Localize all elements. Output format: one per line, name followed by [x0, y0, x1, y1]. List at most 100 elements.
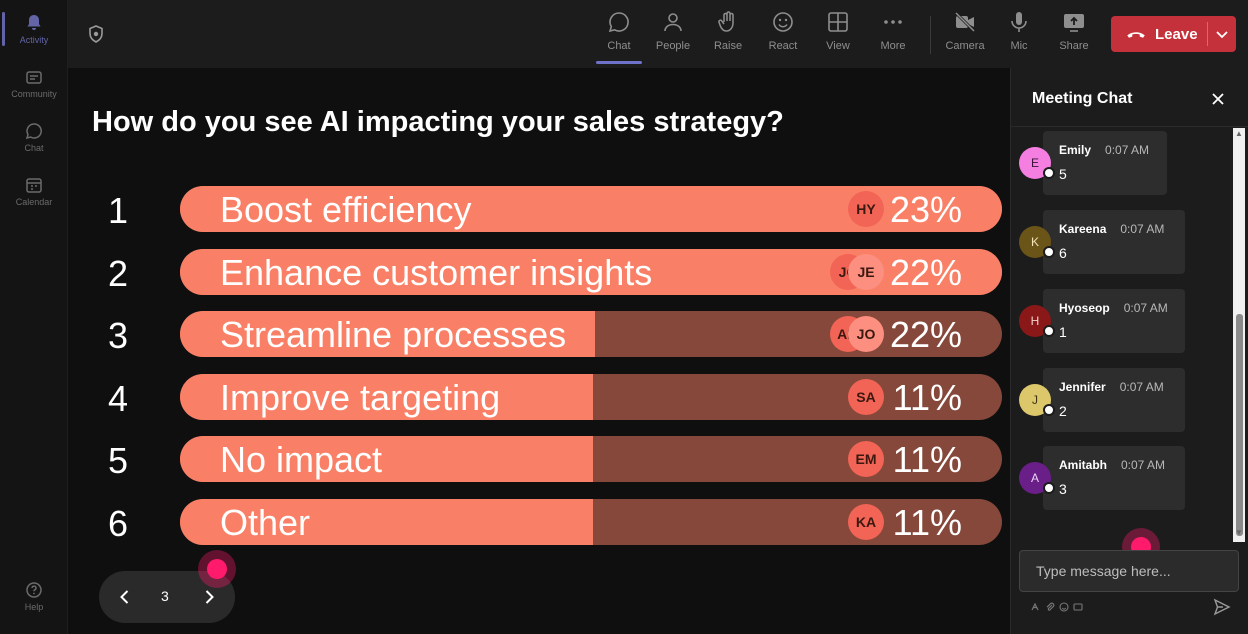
option-bar[interactable]: Improve targeting SA 11% [180, 373, 1002, 420]
chat-message[interactable]: Amitabh 0:07 AM 3 A [1019, 446, 1229, 510]
option-label: Enhance customer insights [220, 251, 653, 293]
poll-option-row[interactable]: 1 Boost efficiency HY 23% [68, 186, 1010, 234]
scroll-down-icon[interactable]: ▼ [1235, 528, 1243, 537]
page-number: 3 [161, 588, 169, 604]
rail-help[interactable]: Help [0, 573, 68, 619]
chat-message[interactable]: Hyoseop 0:07 AM 1 H [1019, 289, 1229, 353]
meeting-toolbar: Chat People Raise React View More Camera… [68, 0, 1248, 68]
option-bar[interactable]: No impact EM 11% [180, 436, 1002, 482]
chat-message[interactable]: Jennifer 0:07 AM 2 J [1019, 368, 1229, 432]
option-percent: 22% [889, 251, 962, 293]
rail-label: Community [11, 89, 57, 99]
message-text: 6 [1059, 245, 1067, 261]
message-bubble: Jennifer 0:07 AM 2 [1043, 368, 1185, 432]
format-icon[interactable] [1031, 602, 1041, 612]
voter-avatar: SA [848, 378, 884, 415]
left-rail: Activity Community Chat Calendar Help [0, 0, 68, 634]
rail-community[interactable]: Community [0, 60, 68, 106]
view-button[interactable]: View [813, 10, 863, 58]
chat-button[interactable]: Chat [594, 10, 644, 64]
chevron-right-icon[interactable] [199, 587, 219, 607]
poll-option-row[interactable]: 5 No impact EM 11% [68, 436, 1010, 484]
hang-up-icon [1127, 32, 1145, 38]
meeting-chat-panel: Meeting Chat Emily 0:07 AM 5 E Kareena 0:07 A… [1010, 68, 1248, 634]
option-number: 3 [108, 315, 129, 356]
option-bar[interactable]: Streamline processesAMJO22% [180, 311, 1002, 357]
option-percent: 11% [892, 501, 962, 543]
chevron-down-icon[interactable] [1214, 26, 1230, 42]
option-label: Streamline processes [220, 314, 567, 355]
message-text: 5 [1059, 166, 1067, 182]
voter-avatar: EM [848, 441, 884, 477]
camera-off-icon [954, 11, 976, 33]
scroll-up-icon[interactable]: ▲ [1235, 129, 1243, 138]
poll-option-row[interactable]: 4 Improve targeting SA 11% [68, 373, 1010, 422]
poll-option-row[interactable]: 6 Other KA 11% [68, 498, 1010, 547]
camera-button[interactable]: Camera [940, 10, 990, 58]
more-button[interactable]: More [868, 10, 918, 58]
poll-stage: How do you see AI impacting your sales s… [68, 68, 1010, 634]
message-bubble: Hyoseop 0:07 AM 1 [1043, 289, 1185, 353]
option-bar[interactable]: Enhance customer insightsJOJE22% [180, 248, 1002, 295]
presence-status-icon [1043, 167, 1055, 179]
chat-bubble-icon [608, 12, 629, 33]
poll-option-row[interactable]: 2 Enhance customer insightsJOJE22% [68, 248, 1010, 297]
emoji-icon[interactable] [1059, 602, 1069, 612]
leave-divider [1207, 22, 1208, 46]
slide-pager: 3 [99, 571, 235, 623]
sender-name: Emily [1059, 143, 1092, 157]
presence-status-icon [1043, 404, 1055, 416]
avatar[interactable]: H [1019, 305, 1051, 337]
presence-status-icon [1043, 246, 1055, 258]
chevron-left-icon[interactable] [115, 587, 135, 607]
raise-hand-button[interactable]: Raise [703, 10, 753, 58]
message-bubble: Kareena 0:07 AM 6 [1043, 210, 1185, 274]
rail-label: Help [24, 602, 44, 612]
react-button[interactable]: React [758, 10, 808, 58]
chat-message[interactable]: Emily 0:07 AM 5 E [1019, 131, 1229, 195]
sender-name: Kareena [1059, 222, 1107, 236]
grid-view-icon [828, 12, 848, 32]
message-header: Amitabh 0:07 AM [1059, 456, 1169, 474]
message-text: 2 [1059, 403, 1067, 419]
message-time: 0:07 AM [1123, 301, 1168, 315]
option-bar-fill [180, 498, 593, 545]
option-bar[interactable]: Boost efficiency HY 23% [180, 186, 1002, 232]
attach-icon[interactable] [1045, 602, 1055, 612]
presence-status-icon [1043, 482, 1055, 494]
rail-label: Activity [19, 35, 49, 45]
more-dots-icon [884, 20, 902, 24]
option-number: 4 [108, 377, 129, 419]
share-button-label: Share [1059, 40, 1089, 52]
react-button-label: React [768, 40, 798, 52]
sender-name: Jennifer [1059, 380, 1106, 394]
poll-option-row[interactable]: 3 Streamline processesAMJO22% [68, 311, 1010, 359]
leave-button[interactable]: Leave [1111, 16, 1236, 52]
voter-avatar: KA [848, 503, 884, 540]
people-button[interactable]: People [648, 10, 698, 58]
share-screen-icon [1064, 14, 1084, 32]
gif-icon[interactable] [1073, 602, 1083, 612]
option-label: Other [220, 501, 311, 543]
message-header: Hyoseop 0:07 AM [1059, 299, 1169, 317]
bell-icon [27, 15, 41, 30]
send-icon[interactable] [1213, 598, 1231, 616]
chat-message[interactable]: Kareena 0:07 AM 6 K [1019, 210, 1229, 274]
rail-activity[interactable]: Activity [0, 6, 68, 52]
share-button[interactable]: Share [1049, 10, 1099, 58]
shield-icon[interactable] [86, 24, 106, 44]
rail-calendar[interactable]: Calendar [0, 168, 68, 214]
option-bar-fill [180, 373, 593, 420]
mic-button[interactable]: Mic [994, 10, 1044, 58]
leave-button-label: Leave [1155, 25, 1198, 43]
chat-scrollbar-thumb[interactable] [1236, 314, 1243, 536]
message-time: 0:07 AM [1121, 458, 1166, 472]
option-percent: 11% [892, 376, 962, 418]
chat-message-input[interactable] [1019, 550, 1239, 592]
close-icon[interactable] [1209, 90, 1227, 108]
rail-chat[interactable]: Chat [0, 114, 68, 160]
sender-name: Hyoseop [1059, 301, 1110, 315]
option-bar[interactable]: Other KA 11% [180, 498, 1002, 545]
option-bar-fill [180, 311, 595, 357]
view-button-label: View [826, 40, 850, 52]
